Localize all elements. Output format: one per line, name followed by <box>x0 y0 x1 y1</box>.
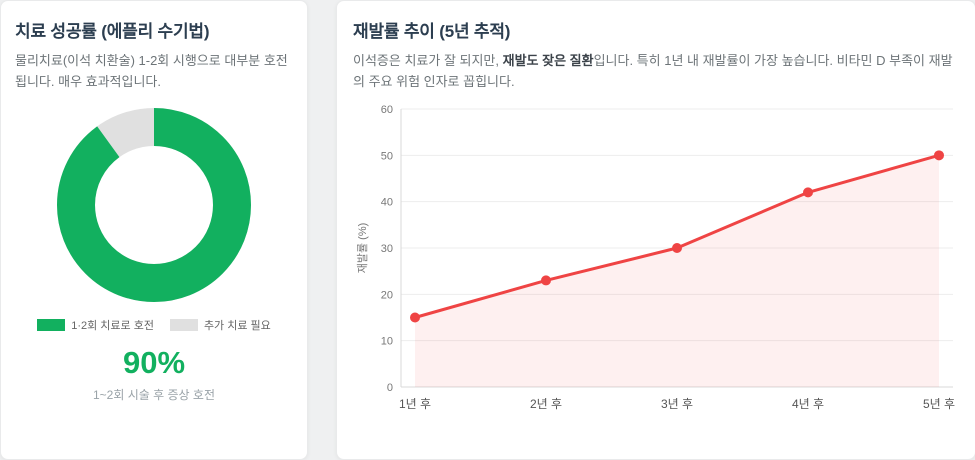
svg-text:1년 후: 1년 후 <box>399 397 431 411</box>
legend-label-additional-treatment: 추가 치료 필요 <box>203 319 271 332</box>
success-rate-card: 치료 성공률 (에플리 수기법) 물리치료(이석 치환술) 1-2회 시행으로 … <box>0 0 308 460</box>
svg-text:10: 10 <box>381 335 393 347</box>
desc-pre: 이석증은 치료가 잘 되지만, <box>353 53 503 68</box>
desc-bold: 재발도 잦은 질환 <box>502 53 594 68</box>
svg-text:4년 후: 4년 후 <box>792 397 824 411</box>
recurrence-card-description: 이석증은 치료가 잘 되지만, 재발도 잦은 질환입니다. 특히 1년 내 재발… <box>353 51 959 93</box>
svg-text:40: 40 <box>381 196 393 208</box>
success-percentage: 90% <box>122 344 186 380</box>
svg-text:20: 20 <box>381 289 393 301</box>
svg-text:50: 50 <box>381 150 393 162</box>
recurrence-card-title: 재발률 추이 (5년 추적) <box>353 22 511 41</box>
svg-text:2년 후: 2년 후 <box>530 397 562 411</box>
recurrence-card: 재발률 추이 (5년 추적) 이석증은 치료가 잘 되지만, 재발도 잦은 질환… <box>336 0 975 460</box>
donut-legend: 1·2회 치료로 호전 추가 치료 필요 <box>15 317 293 333</box>
legend-swatch-green <box>37 318 66 331</box>
success-caption: 1~2회 시술 후 증상 호전 <box>92 387 215 402</box>
success-card-title: 치료 성공률 (에플리 수기법) <box>15 22 210 41</box>
svg-text:재발률 (%): 재발률 (%) <box>356 222 369 273</box>
donut-chart <box>56 107 252 303</box>
success-card-description: 물리치료(이석 치환술) 1-2회 시행으로 대부분 호전됩니다. 매우 효과적… <box>15 53 288 89</box>
legend-label-improved: 1·2회 치료로 호전 <box>71 319 154 332</box>
line-chart: 0 10 20 30 40 50 60 1년 후 2년 후 3년 후 4년 후 5년 후 재발률 (%) <box>353 99 959 417</box>
legend-item-additional-treatment[interactable]: 추가 치료 필요 <box>169 317 271 333</box>
desc-post: 입니다. 특히 1년 내 재발률이 가장 높습니다. 비타민 D 부족이 재발의… <box>353 53 953 89</box>
svg-text:60: 60 <box>381 104 393 116</box>
svg-text:5년 후: 5년 후 <box>923 397 955 411</box>
legend-swatch-gray <box>169 318 198 331</box>
svg-text:3년 후: 3년 후 <box>661 397 693 411</box>
svg-text:30: 30 <box>381 243 393 255</box>
svg-text:0: 0 <box>387 382 393 394</box>
legend-item-improved[interactable]: 1·2회 치료로 호전 <box>37 317 154 333</box>
